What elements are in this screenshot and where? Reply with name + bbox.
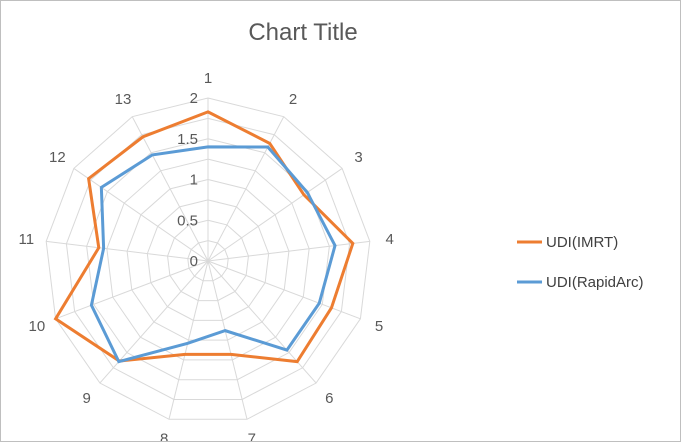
category-label: 6 [325, 390, 333, 407]
category-label: 3 [354, 149, 362, 166]
category-label: 1 [204, 70, 212, 87]
chart-title: Chart Title [248, 19, 357, 46]
grid-ring [146, 199, 270, 321]
grid-ring [167, 219, 249, 302]
grid-ring [65, 117, 351, 400]
legend: UDI(IMRT) UDI(RapidArc) [517, 234, 644, 291]
tick-label: 1 [190, 172, 198, 189]
category-label: 10 [29, 318, 46, 335]
category-label: 13 [115, 91, 132, 108]
grid-spoke [46, 240, 209, 262]
grid-spoke [207, 116, 285, 262]
legend-label: UDI(RapidArc) [546, 274, 644, 291]
grid-spoke [55, 260, 209, 320]
tick-label: 0.5 [177, 212, 198, 229]
tick-label: 1.5 [177, 131, 198, 148]
grid-ring [45, 97, 371, 420]
grid-ring [106, 158, 310, 361]
legend-label: UDI(IMRT) [546, 234, 618, 251]
grid-spoke [99, 260, 209, 384]
tick-label: 2 [190, 90, 198, 107]
series-line [89, 145, 337, 364]
grid-spoke [207, 260, 317, 384]
category-label: 8 [160, 431, 168, 441]
grid-spoke [207, 240, 370, 262]
category-label: 5 [375, 318, 383, 335]
category-label: 2 [289, 91, 297, 108]
grid-ring [187, 240, 229, 282]
grid-ring [126, 178, 290, 341]
grid-spoke [168, 260, 209, 420]
category-label: 12 [49, 149, 66, 166]
radial-tick-labels: 0 0.5 1 1.5 2 [177, 90, 198, 270]
grid-spoke [207, 260, 248, 420]
grid-spoke [207, 260, 361, 320]
grid-spoke [131, 116, 209, 262]
category-label: 4 [385, 231, 393, 248]
category-label: 7 [248, 431, 256, 441]
category-label: 11 [19, 231, 35, 248]
tick-label: 0 [190, 253, 198, 270]
category-label: 9 [82, 390, 90, 407]
grid-spoke [73, 167, 209, 262]
data-series [53, 110, 355, 364]
grid-spoke [207, 167, 343, 262]
